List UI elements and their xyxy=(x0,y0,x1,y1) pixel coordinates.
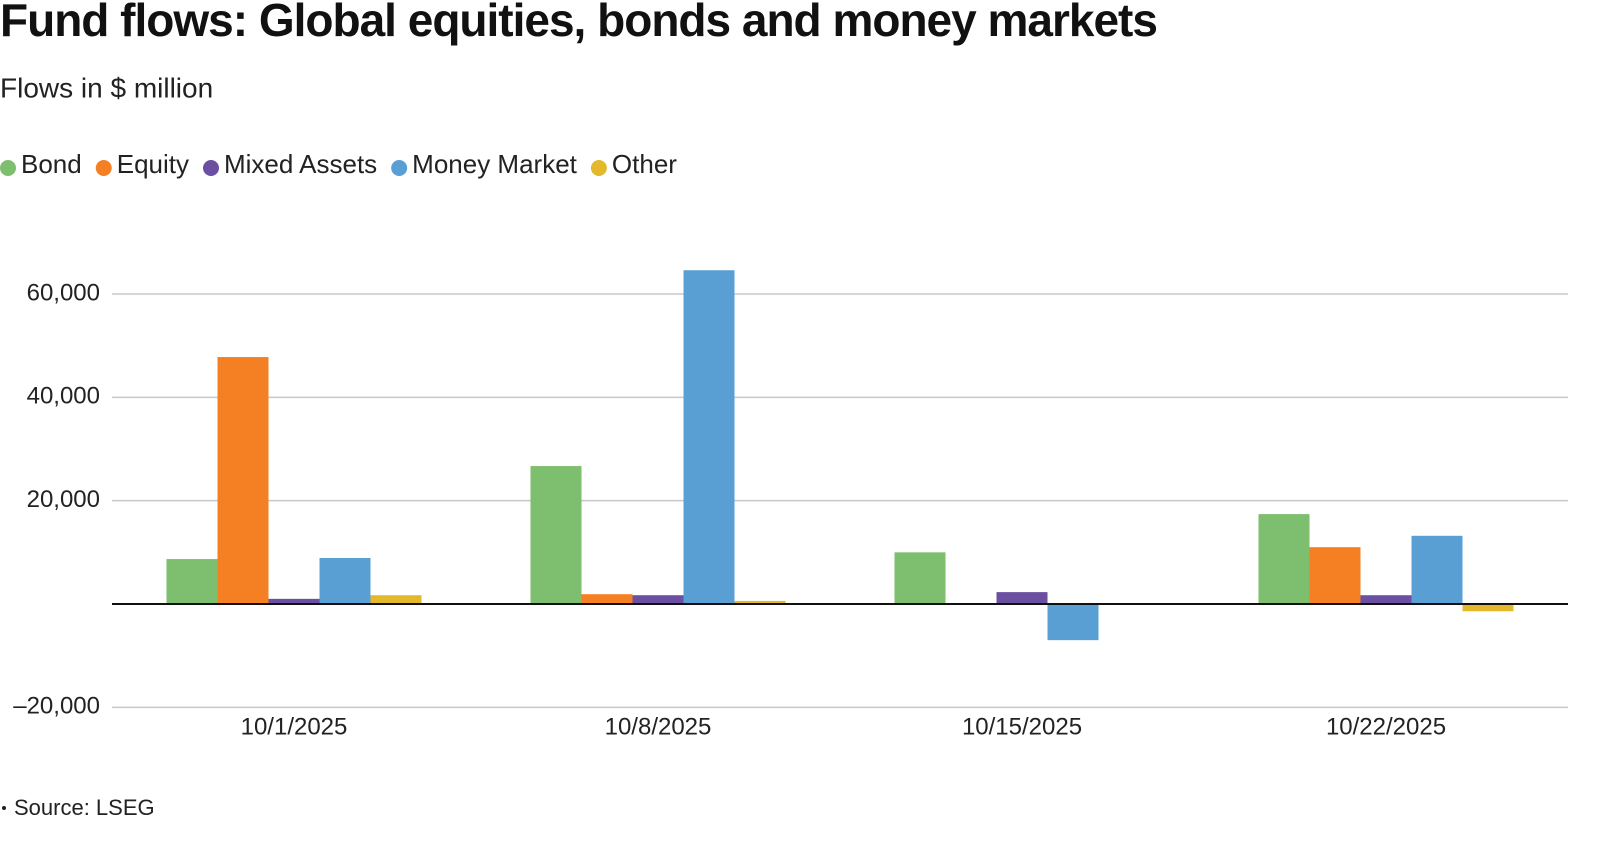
x-tick-label: 10/1/2025 xyxy=(241,713,348,740)
legend-label: Equity xyxy=(117,149,189,179)
bar xyxy=(734,600,786,604)
chart-subtitle: Flows in $ million xyxy=(0,72,213,103)
legend-swatch xyxy=(0,160,16,176)
bar xyxy=(632,595,684,604)
bar xyxy=(1411,535,1463,604)
legend-swatch xyxy=(590,160,607,176)
chart-title: Fund flows: Global equities, bonds and m… xyxy=(0,0,1157,46)
bar xyxy=(683,270,735,604)
bar xyxy=(1047,604,1099,641)
bar xyxy=(1258,514,1310,604)
x-tick-label: 10/8/2025 xyxy=(605,713,712,740)
bar xyxy=(996,592,1048,604)
legend-swatch xyxy=(95,160,112,176)
bar xyxy=(581,594,633,604)
y-tick-label: –20,000 xyxy=(13,693,100,720)
bar xyxy=(319,558,371,604)
legend-swatch xyxy=(203,160,219,176)
y-tick-label: 20,000 xyxy=(27,486,100,513)
source-note: Source: LSEG xyxy=(14,795,155,820)
source-bullet xyxy=(2,806,6,810)
x-tick-label: 10/22/2025 xyxy=(1326,713,1446,740)
y-tick-label: 40,000 xyxy=(27,383,100,410)
legend-label: Other xyxy=(612,149,677,179)
bar xyxy=(166,559,218,604)
y-tick-label: 60,000 xyxy=(27,279,100,306)
bar xyxy=(1462,604,1514,612)
bar xyxy=(268,598,320,604)
legend-label: Money Market xyxy=(412,149,577,179)
x-tick-label: 10/15/2025 xyxy=(962,713,1082,740)
bar xyxy=(894,552,946,604)
bar xyxy=(217,357,269,604)
bar xyxy=(370,595,422,604)
legend-swatch xyxy=(391,160,408,176)
bar xyxy=(1360,595,1412,604)
legend-label: Bond xyxy=(21,149,82,179)
legend-label: Mixed Assets xyxy=(224,149,377,179)
bar xyxy=(530,466,582,604)
bar xyxy=(1309,547,1361,604)
